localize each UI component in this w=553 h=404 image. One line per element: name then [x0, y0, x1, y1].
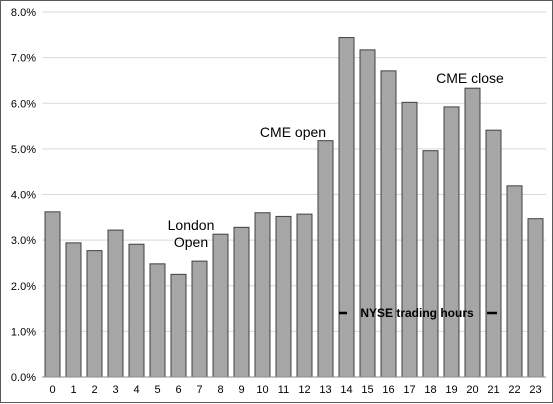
- bar: [317, 140, 334, 378]
- y-tick-label: 2.0%: [11, 281, 36, 293]
- bar: [149, 263, 166, 378]
- x-tick-label: 4: [133, 384, 139, 396]
- bars: [44, 37, 544, 378]
- x-tick-label: 1: [70, 384, 76, 396]
- bar: [170, 273, 187, 378]
- nyse-hours-label: NYSE trading hours: [360, 306, 474, 320]
- bar: [422, 150, 439, 378]
- x-tick-label: 0: [49, 384, 55, 396]
- x-tick-label: 8: [217, 384, 223, 396]
- bar: [233, 226, 250, 378]
- x-tick-label: 11: [278, 384, 289, 396]
- y-axis: 0.0% 1.0% 2.0% 3.0% 4.0% 5.0% 6.0% 7.0% 8.0%: [11, 7, 36, 384]
- bar: [338, 37, 355, 378]
- x-tick-label: 20: [466, 384, 478, 396]
- x-tick-label: 9: [238, 384, 244, 396]
- annotations: London Open CME open CME close NYSE trad…: [168, 70, 504, 320]
- x-tick-label: 16: [382, 384, 394, 396]
- x-tick-label: 10: [256, 384, 268, 396]
- cme-open-label: CME open: [260, 124, 326, 140]
- y-tick-label: 4.0%: [11, 190, 36, 202]
- bar: [44, 211, 61, 378]
- x-tick-label: 12: [298, 384, 310, 396]
- bar: [65, 242, 82, 378]
- y-tick-label: 5.0%: [11, 144, 36, 156]
- london-open-label-line1: London: [168, 217, 215, 233]
- x-tick-label: 13: [319, 384, 331, 396]
- x-tick-label: 21: [487, 384, 499, 396]
- x-tick-label: 15: [361, 384, 373, 396]
- bar: [86, 250, 103, 378]
- x-tick-label: 2: [91, 384, 97, 396]
- bar: [485, 129, 502, 378]
- london-open-label-line2: Open: [174, 234, 208, 250]
- x-tick-label: 23: [529, 384, 541, 396]
- y-tick-label: 0.0%: [11, 372, 36, 384]
- bar: [506, 185, 523, 378]
- cme-close-label: CME close: [436, 70, 504, 86]
- bar: [464, 87, 481, 378]
- y-tick-label: 1.0%: [11, 326, 36, 338]
- bar: [128, 243, 145, 378]
- x-tick-label: 18: [424, 384, 436, 396]
- x-tick-label: 3: [112, 384, 118, 396]
- y-tick-label: 3.0%: [11, 235, 36, 247]
- bar: [296, 213, 313, 378]
- x-tick-label: 7: [196, 384, 202, 396]
- bar: [191, 260, 208, 378]
- bar: [443, 106, 460, 378]
- x-tick-label: 17: [403, 384, 415, 396]
- x-tick-label: 19: [445, 384, 457, 396]
- x-tick-label: 5: [154, 384, 160, 396]
- x-axis: 0 1 2 3 4 5 6 7 8 9 10 11 12 13 14 15 16 17 18 19 20 21 22 23: [42, 376, 546, 396]
- bar: [380, 70, 397, 378]
- bar: [275, 215, 292, 378]
- x-tick-label: 6: [175, 384, 181, 396]
- bar: [527, 218, 544, 378]
- y-tick-label: 7.0%: [11, 53, 36, 65]
- bar: [107, 229, 124, 378]
- bar: [401, 101, 418, 378]
- bar: [212, 233, 229, 378]
- x-tick-label: 22: [508, 384, 520, 396]
- gridlines: [42, 11, 546, 332]
- x-tick-label: 14: [340, 384, 352, 396]
- y-tick-label: 6.0%: [11, 98, 36, 110]
- bar: [359, 49, 376, 378]
- y-tick-label: 8.0%: [11, 7, 36, 19]
- bar: [254, 212, 271, 378]
